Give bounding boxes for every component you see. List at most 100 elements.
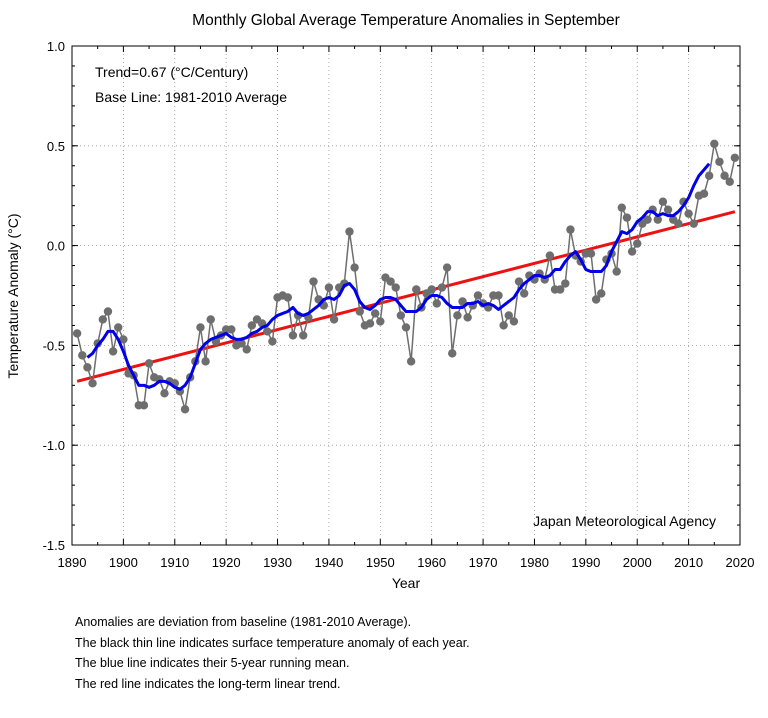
anomaly-point bbox=[324, 283, 334, 292]
anomaly-series bbox=[72, 139, 740, 414]
y-tick-label: -1.0 bbox=[43, 438, 65, 453]
anomaly-point bbox=[699, 189, 709, 198]
trend-line bbox=[76, 210, 736, 383]
anomaly-point bbox=[83, 363, 92, 372]
anomaly-point bbox=[555, 285, 565, 294]
x-tick-label: 1960 bbox=[417, 555, 446, 570]
anomaly-point bbox=[288, 331, 298, 340]
y-axis-label: Temperature Anomaly (°C) bbox=[5, 213, 21, 378]
anomaly-point bbox=[391, 283, 400, 292]
anomaly-point bbox=[725, 177, 734, 186]
anomaly-point bbox=[78, 351, 87, 360]
anomaly-point bbox=[710, 139, 719, 149]
anomaly-point bbox=[704, 171, 714, 180]
anomaly-point bbox=[586, 249, 596, 258]
anomaly-point bbox=[432, 299, 442, 308]
chart-title: Monthly Global Average Temperature Anoma… bbox=[192, 12, 620, 29]
x-tick-label: 2010 bbox=[674, 555, 703, 570]
note-trend-line: The red line indicates the long-term lin… bbox=[75, 676, 341, 691]
anomaly-point bbox=[350, 263, 359, 272]
anomaly-point bbox=[514, 277, 524, 286]
y-tick-label: 0.0 bbox=[47, 239, 65, 254]
anomaly-point bbox=[370, 309, 380, 318]
anomaly-point bbox=[674, 219, 683, 228]
anomaly-line bbox=[76, 143, 736, 410]
anomaly-point bbox=[561, 279, 570, 288]
anomaly-point bbox=[591, 295, 601, 304]
x-tick-label: 2020 bbox=[726, 555, 755, 570]
anomaly-point bbox=[612, 267, 621, 276]
anomaly-point bbox=[643, 215, 652, 224]
x-axis-label: Year bbox=[392, 575, 421, 591]
anomaly-point bbox=[684, 209, 693, 218]
anomaly-point bbox=[365, 319, 375, 328]
tick-labels: 1890 1900 1910 1920 1930 1940 1950 1960 1970 1980… bbox=[43, 39, 755, 570]
anomaly-point bbox=[730, 153, 740, 162]
anomaly-point bbox=[499, 321, 508, 330]
x-tick-label: 1990 bbox=[571, 555, 600, 570]
anomaly-point bbox=[473, 291, 483, 300]
anomaly-point bbox=[206, 315, 215, 324]
trend-layer bbox=[76, 210, 736, 383]
anomaly-point bbox=[72, 329, 82, 338]
anomaly-point bbox=[442, 263, 452, 272]
anomaly-point bbox=[658, 197, 668, 206]
anomaly-point bbox=[268, 337, 277, 346]
anomaly-point bbox=[622, 213, 632, 222]
anomaly-point bbox=[715, 157, 724, 166]
x-tick-label: 1910 bbox=[160, 555, 189, 570]
x-tick-label: 1890 bbox=[58, 555, 87, 570]
anomaly-point bbox=[119, 335, 128, 344]
anomaly-point bbox=[494, 291, 503, 300]
x-tick-label: 1940 bbox=[314, 555, 343, 570]
x-tick-label: 1930 bbox=[263, 555, 292, 570]
anomaly-point bbox=[242, 345, 251, 354]
baseline-annotation: Base Line: 1981-2010 Average bbox=[95, 89, 287, 105]
anomaly-point bbox=[663, 205, 673, 214]
y-tick-label: 1.0 bbox=[47, 39, 65, 54]
anomaly-point bbox=[139, 401, 149, 410]
trend-annotation: Trend=0.67 (°C/Century) bbox=[95, 64, 248, 80]
x-tick-label: 1950 bbox=[366, 555, 395, 570]
y-tick-label: -0.5 bbox=[43, 338, 65, 353]
anomaly-point bbox=[396, 311, 406, 320]
anomaly-point bbox=[633, 239, 642, 248]
note-anomaly-line: The black thin line indicates surface te… bbox=[75, 635, 470, 650]
anomaly-point bbox=[103, 307, 113, 316]
anomaly-point bbox=[519, 289, 529, 298]
anomaly-point bbox=[689, 219, 698, 228]
anomaly-point bbox=[545, 251, 555, 260]
anomaly-point bbox=[427, 285, 436, 294]
anomaly-point bbox=[355, 307, 364, 316]
grid-lines bbox=[72, 46, 740, 545]
anomaly-point bbox=[458, 297, 467, 306]
x-tick-label: 2000 bbox=[623, 555, 652, 570]
anomaly-point bbox=[329, 315, 339, 324]
anomaly-point bbox=[448, 349, 457, 358]
anomaly-point bbox=[160, 389, 169, 398]
anomaly-point bbox=[180, 405, 190, 414]
agency-credit: Japan Meteorological Agency bbox=[533, 513, 716, 529]
anomaly-point bbox=[237, 339, 246, 348]
anomaly-point bbox=[309, 277, 318, 286]
anomaly-point bbox=[201, 357, 210, 366]
anomaly-point bbox=[627, 247, 637, 256]
anomaly-point bbox=[509, 317, 519, 326]
anomaly-point bbox=[88, 379, 97, 388]
running-mean-line bbox=[86, 162, 711, 391]
running-mean-layer bbox=[86, 162, 711, 391]
anomaly-point bbox=[144, 359, 154, 368]
y-tick-label: 0.5 bbox=[47, 139, 65, 154]
plot-frame bbox=[71, 45, 741, 546]
anomaly-point bbox=[406, 357, 416, 366]
x-tick-label: 1900 bbox=[109, 555, 138, 570]
anomaly-point bbox=[412, 285, 421, 294]
anomaly-point bbox=[283, 293, 293, 302]
note-running-mean: The blue line indicates their 5-year run… bbox=[75, 656, 350, 670]
y-tick-label: -1.5 bbox=[43, 538, 65, 553]
anomaly-point bbox=[453, 311, 462, 320]
anomaly-point bbox=[247, 321, 257, 330]
anomaly-point bbox=[108, 347, 118, 356]
anomaly-point bbox=[114, 323, 123, 332]
anomaly-point bbox=[345, 227, 354, 236]
